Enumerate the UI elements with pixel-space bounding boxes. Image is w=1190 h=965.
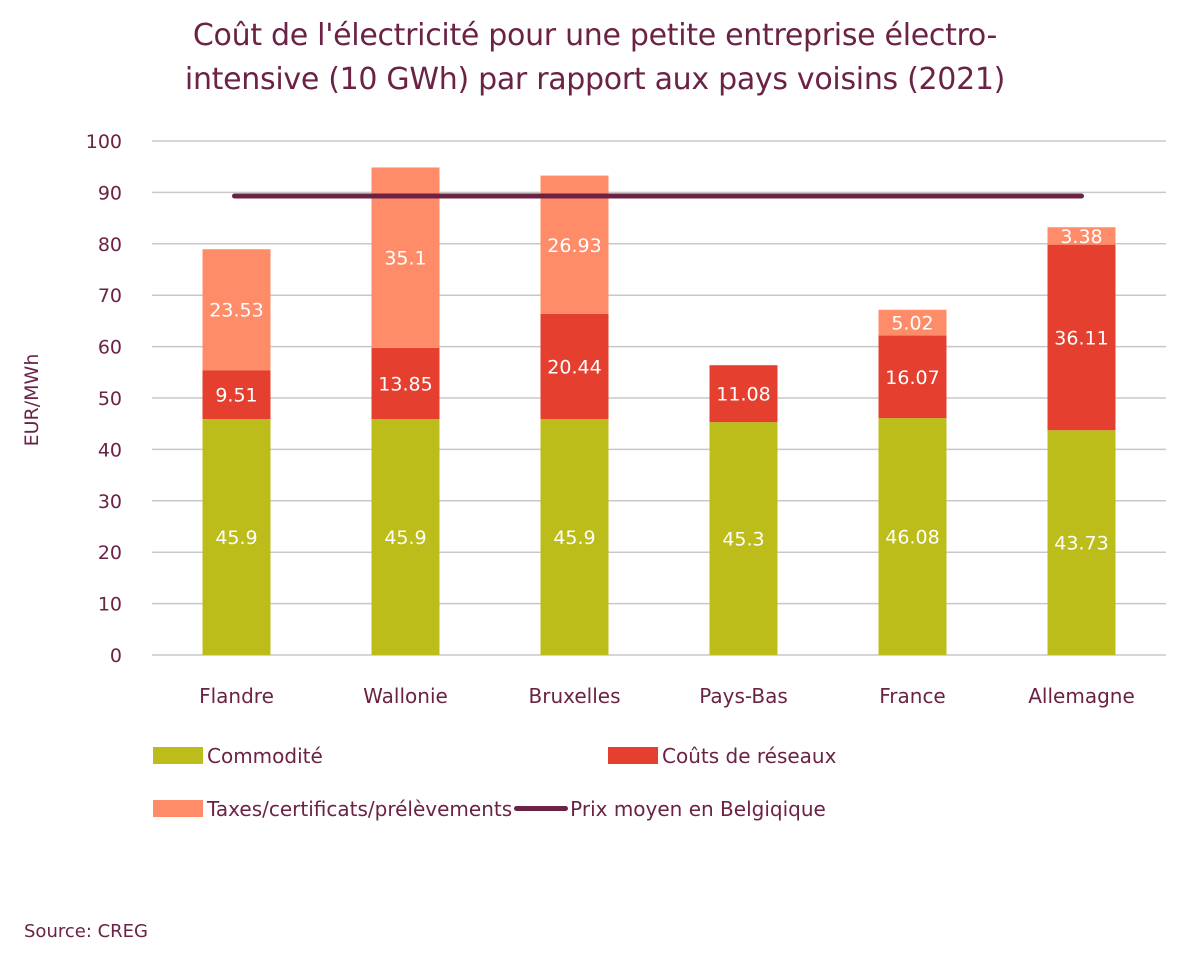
data-label: 16.07 bbox=[885, 367, 939, 389]
bar-segment bbox=[878, 309, 947, 336]
y-tick-label: 20 bbox=[98, 542, 122, 564]
data-label: 35.1 bbox=[384, 248, 426, 270]
legend-item-commodite: Commodité bbox=[153, 744, 323, 768]
y-axis-ticks: 0 10 20 30 40 50 60 70 80 90 100 bbox=[86, 131, 122, 667]
bar-segment bbox=[1047, 227, 1116, 245]
y-tick-label: 50 bbox=[98, 388, 122, 410]
chart-title-line-2: intensive (10 GWh) par rapport aux pays … bbox=[184, 62, 1006, 97]
bar-segment bbox=[878, 418, 947, 655]
y-tick-label: 90 bbox=[98, 182, 122, 204]
bar-segment bbox=[1047, 430, 1116, 655]
data-label: 36.11 bbox=[1054, 327, 1108, 349]
y-tick-label: 80 bbox=[98, 234, 122, 256]
legend-label-taxes: Taxes/certificats/prélèvements bbox=[207, 797, 513, 821]
bar-segment bbox=[709, 422, 778, 655]
bar-segment bbox=[540, 419, 609, 655]
chart-title-line-1: Coût de l'électricité pour une petite en… bbox=[192, 18, 998, 53]
data-label: 13.85 bbox=[378, 373, 432, 395]
legend-line-prix-moyen bbox=[514, 806, 569, 811]
data-label: 45.9 bbox=[384, 527, 426, 549]
y-tick-label: 100 bbox=[86, 131, 122, 153]
legend-label-prix-moyen: Prix moyen en Belgiqique bbox=[570, 797, 826, 821]
legend-item-couts-reseaux: Coûts de réseaux bbox=[608, 744, 836, 768]
data-label: 23.53 bbox=[209, 300, 263, 322]
bar-segment bbox=[202, 370, 271, 420]
x-category-label: Bruxelles bbox=[529, 684, 621, 708]
y-tick-label: 70 bbox=[98, 285, 122, 307]
data-label: 20.44 bbox=[547, 357, 601, 379]
gridlines bbox=[152, 140, 1166, 656]
bar-segment bbox=[371, 347, 440, 420]
data-labels: 45.9 9.51 23.53 45.9 13.85 35.1 45.9 20.44 26.93… bbox=[209, 226, 1108, 555]
y-tick-label: 60 bbox=[98, 337, 122, 359]
bar-segment bbox=[202, 419, 271, 655]
data-label: 46.08 bbox=[885, 527, 939, 549]
data-label: 45.9 bbox=[215, 527, 257, 549]
data-label: 45.9 bbox=[553, 527, 595, 549]
data-label: 11.08 bbox=[716, 384, 770, 406]
y-axis-label: EUR/MWh bbox=[21, 354, 43, 447]
x-category-label: Flandre bbox=[199, 684, 274, 708]
legend-swatch-couts-reseaux bbox=[608, 747, 658, 764]
bar-segment bbox=[540, 175, 609, 315]
legend-swatch-commodite bbox=[153, 747, 203, 764]
y-tick-label: 0 bbox=[110, 645, 122, 667]
source-note: Source: CREG bbox=[24, 921, 149, 942]
y-tick-label: 10 bbox=[98, 594, 122, 616]
data-label: 5.02 bbox=[891, 313, 933, 335]
data-label: 3.38 bbox=[1060, 226, 1102, 248]
legend-swatch-taxes bbox=[153, 800, 203, 817]
x-category-label: Pays-Bas bbox=[699, 684, 788, 708]
y-tick-label: 30 bbox=[98, 491, 122, 513]
data-label: 26.93 bbox=[547, 235, 601, 257]
chart-title: Coût de l'électricité pour une petite en… bbox=[0, 14, 1190, 102]
y-tick-label: 40 bbox=[98, 439, 122, 461]
data-label: 9.51 bbox=[215, 385, 257, 407]
legend-label-couts-reseaux: Coûts de réseaux bbox=[662, 744, 837, 768]
x-category-label: France bbox=[879, 684, 946, 708]
bars bbox=[202, 167, 1116, 655]
x-axis-categories: Flandre Wallonie Bruxelles Pays-Bas France Al… bbox=[199, 684, 1135, 708]
legend-item-taxes: Taxes/certificats/prélèvements Prix moyen… bbox=[153, 797, 826, 821]
bar-segment bbox=[371, 419, 440, 655]
x-category-label: Allemagne bbox=[1028, 684, 1135, 708]
bar-segment bbox=[709, 365, 778, 423]
data-label: 43.73 bbox=[1054, 533, 1108, 555]
bar-segment bbox=[540, 314, 609, 420]
x-category-label: Wallonie bbox=[363, 684, 448, 708]
stacked-bar-chart: 0 10 20 30 40 50 60 70 80 90 100 EUR/MWh 45.9 9.51 2… bbox=[21, 131, 1166, 708]
bar-segment bbox=[878, 335, 947, 419]
bar-segment bbox=[202, 249, 271, 371]
data-label: 45.3 bbox=[722, 529, 764, 551]
legend-label-commodite: Commodité bbox=[207, 744, 323, 768]
bar-segment bbox=[1047, 244, 1116, 431]
